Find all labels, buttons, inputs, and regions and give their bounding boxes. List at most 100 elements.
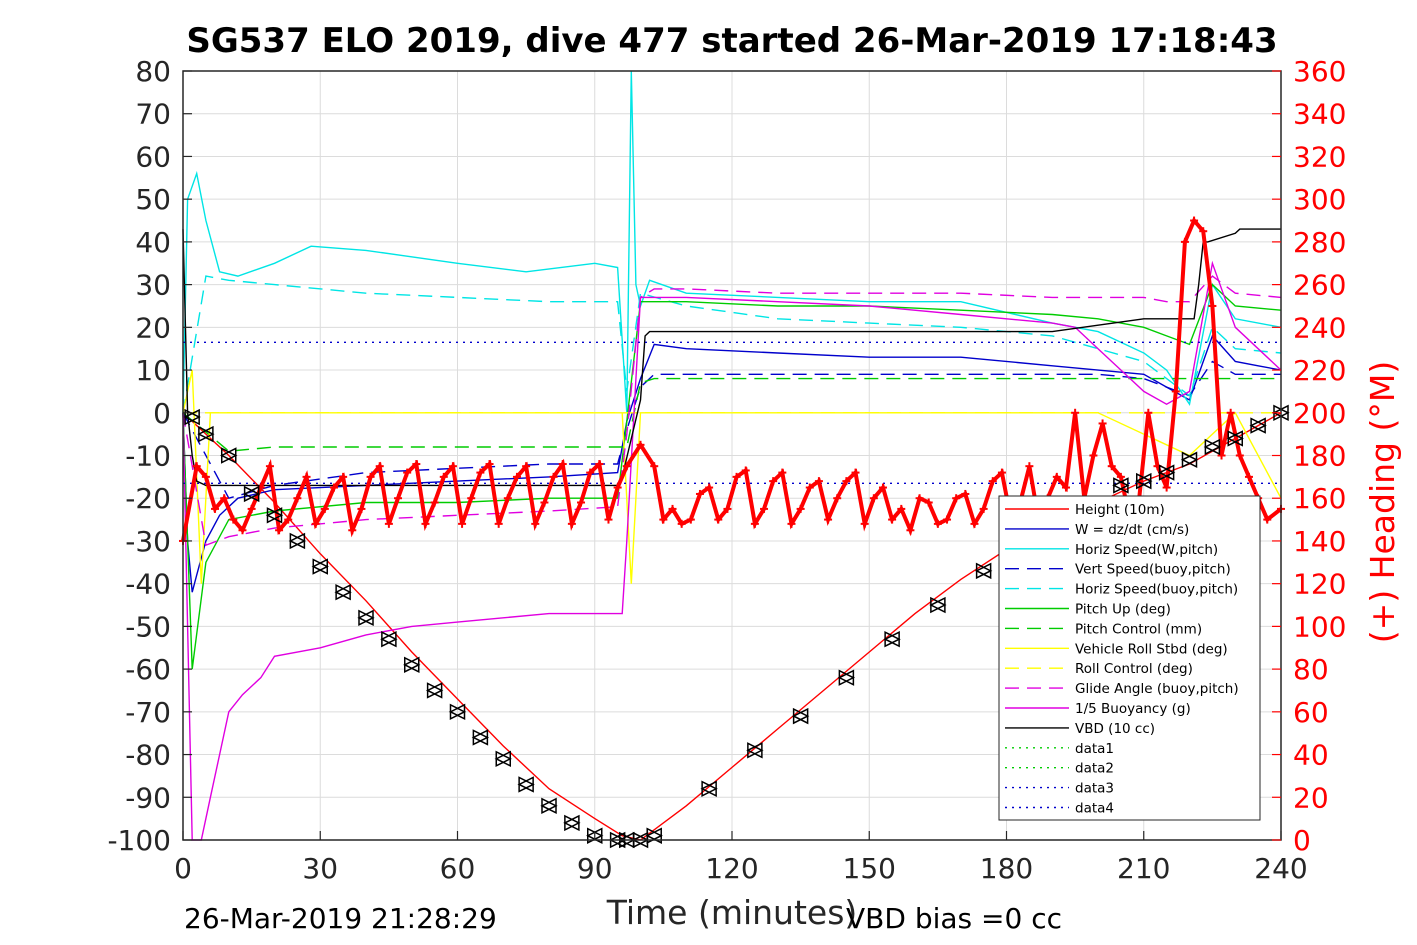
y-tick-label: -10 [125, 440, 171, 473]
height-marker [929, 596, 947, 614]
legend-label: Height (10m) [1075, 502, 1165, 518]
chart-legend: Height (10m) W = dz/dt (cm/s) Horiz Speed(… [998, 495, 1261, 821]
y2-tick-label: 320 [1293, 140, 1346, 173]
series-line-5 [182, 275, 1282, 413]
y2-tick-label: 0 [1293, 824, 1311, 857]
heading-point [805, 483, 814, 492]
heading-point [549, 472, 558, 481]
height-marker [746, 742, 764, 759]
heading-point [540, 498, 549, 507]
legend-box [998, 495, 1261, 821]
heading-point [1263, 515, 1272, 524]
legend-label: W = dz/dt (cm/s) [1075, 522, 1189, 538]
y-tick-label: 10 [135, 354, 171, 387]
y2-tick-label: 280 [1293, 226, 1346, 259]
x-tick-label: 90 [577, 852, 613, 885]
heading-point [604, 515, 613, 524]
heading-point [636, 440, 645, 449]
series-layer [182, 70, 1282, 841]
heading-point [769, 477, 778, 486]
heading-point [430, 498, 439, 507]
y-tick-label: 70 [135, 98, 171, 131]
y-tick-label: 20 [135, 311, 171, 344]
heading-point [238, 526, 247, 535]
height-marker-left [540, 797, 557, 815]
heading-point [659, 515, 668, 524]
height-marker-left [1203, 438, 1221, 456]
heading-point [622, 462, 631, 471]
heading-point [650, 462, 659, 471]
heading-point [586, 468, 595, 477]
heading-point [750, 519, 759, 528]
heading-point [1244, 472, 1253, 481]
y2-tick-label: 140 [1293, 525, 1346, 558]
y2-tick-label: 260 [1293, 269, 1346, 302]
heading-point [988, 477, 997, 486]
series-line-7 [182, 377, 1281, 452]
series-line-11 [182, 260, 1282, 841]
heading-point [869, 494, 878, 503]
y-axis-left: -100-90-80-70-60-50-40-30-20-10010203040… [107, 55, 192, 857]
footer-vbd-bias: VBD bias =0 cc [846, 902, 1062, 935]
legend-label: 1/5 Buoyancy (g) [1075, 701, 1191, 717]
series-line-10 [182, 275, 1282, 547]
heading-point [943, 515, 952, 524]
heading-point [1144, 408, 1153, 417]
footer-timestamp: 26-Mar-2019 21:28:29 [184, 902, 497, 935]
height-marker-left [357, 609, 374, 627]
legend-label: Vehicle Roll Stbd (deg) [1075, 641, 1228, 657]
heading-point [952, 494, 961, 503]
x-tick-label: 120 [705, 852, 758, 885]
height-marker [837, 669, 856, 686]
heading-point [567, 519, 576, 528]
heading-point [878, 483, 887, 492]
heading-point [814, 477, 823, 486]
heading-point [403, 468, 412, 477]
legend-label: data2 [1075, 761, 1114, 777]
heading-point [1071, 408, 1080, 417]
height-marker-left [334, 583, 351, 601]
x-tick-label: 0 [174, 852, 192, 885]
heading-point [1208, 301, 1217, 310]
y-tick-label: 50 [135, 183, 171, 216]
heading-point [668, 504, 677, 513]
heading-point [439, 472, 448, 481]
heading-point [723, 504, 732, 513]
height-marker-left [929, 596, 946, 614]
height-marker [403, 656, 421, 674]
height-marker [288, 532, 307, 550]
y-tick-label: -60 [125, 653, 171, 686]
height-marker [1180, 451, 1199, 468]
heading-point [778, 468, 787, 477]
y-tick-label: -100 [107, 824, 171, 857]
height-marker [791, 707, 810, 725]
series-line-12 [182, 228, 1281, 487]
height-marker-left [311, 558, 328, 575]
y-tick-label: -80 [125, 739, 171, 772]
height-marker-left [1112, 477, 1129, 494]
heading-point [348, 526, 357, 535]
height-marker-left [197, 425, 214, 443]
legend-label: data1 [1075, 741, 1114, 757]
heading-point [577, 498, 586, 507]
heading-point [265, 462, 274, 471]
height-marker-left [791, 707, 809, 725]
heading-point [760, 504, 769, 513]
heading-point [458, 519, 467, 528]
y-axis-right: 0 20 40 60 80 100 120 140 160 180 200 220 240 260 280 3… [1272, 55, 1346, 857]
heading-point [512, 472, 521, 481]
heading-point [787, 519, 796, 528]
x-axis: 0 30 60 90 120 150 180 210 240 [174, 831, 1308, 885]
heading-point [933, 519, 942, 528]
legend-label: Pitch Up (deg) [1075, 602, 1171, 618]
heading-point [796, 504, 805, 513]
height-marker-left [700, 780, 717, 797]
heading-point [851, 468, 860, 477]
height-marker [540, 797, 558, 815]
y2-tick-label: 300 [1293, 183, 1346, 216]
heading-point [1107, 462, 1116, 471]
heading-point [293, 494, 302, 503]
heading-point [531, 519, 540, 528]
heading-point [833, 494, 842, 503]
legend-label: Horiz Speed(buoy,pitch) [1075, 582, 1238, 598]
